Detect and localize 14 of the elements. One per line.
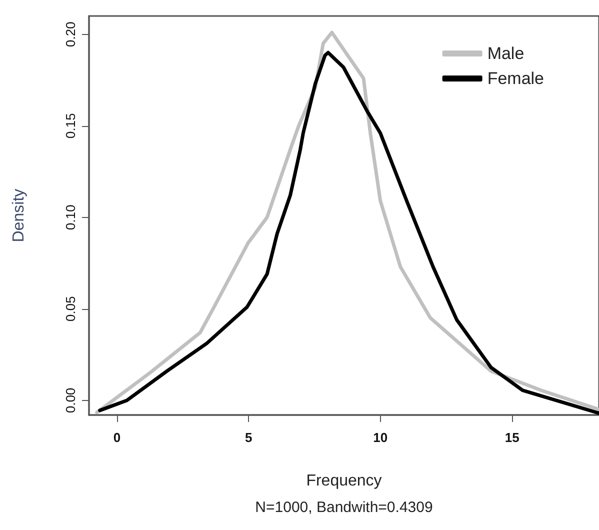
x-tick-label: 5 <box>245 430 252 445</box>
legend-label: Female <box>487 69 544 88</box>
y-tick-label: 0.00 <box>63 388 78 414</box>
x-axis-title: Frequency <box>306 472 382 490</box>
legend-label: Male <box>487 44 524 63</box>
x-tick-label: 15 <box>504 430 520 445</box>
y-tick-label: 0.20 <box>63 22 78 47</box>
y-tick-label: 0.15 <box>63 113 78 138</box>
y-axis-title: Density <box>10 188 28 242</box>
x-tick-label: 0 <box>113 430 121 445</box>
text: N=1000, Bandwith=0.4309 <box>255 499 433 516</box>
y-tick-label: 0.05 <box>63 296 78 322</box>
x-tick-label: 10 <box>373 430 388 445</box>
y-tick-label: 0.10 <box>63 204 78 230</box>
